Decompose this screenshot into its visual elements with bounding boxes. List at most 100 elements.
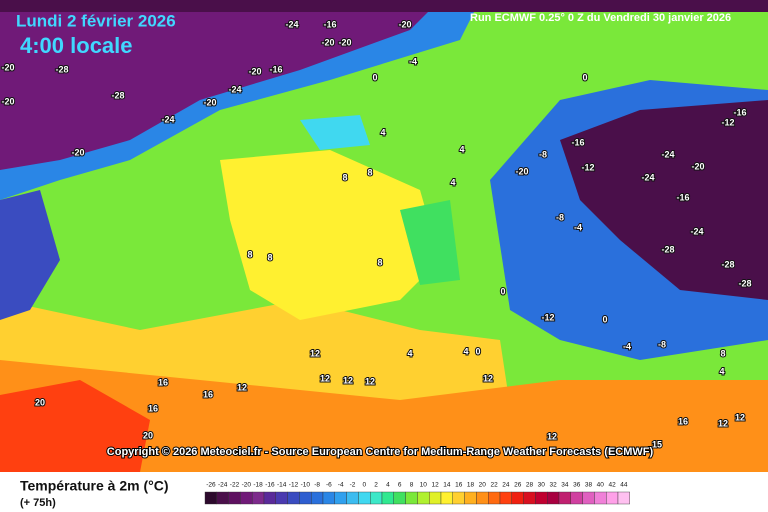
temperature-label: 12: [483, 373, 493, 383]
scale-label: -16: [265, 482, 275, 489]
scale-swatch: [204, 491, 218, 505]
scale-label: 4: [386, 482, 390, 489]
scale-label: -26: [206, 482, 216, 489]
temperature-label: 20: [143, 430, 153, 440]
temperature-label: 12: [320, 373, 330, 383]
scale-label: -22: [230, 482, 240, 489]
scale-label: 14: [443, 482, 451, 489]
legend-lead: (+ 75h): [20, 497, 56, 509]
scale-swatch: [240, 491, 253, 505]
temperature-label: -28: [55, 64, 68, 74]
scale-swatch: [275, 491, 288, 505]
scale-label: -24: [218, 482, 228, 489]
temperature-label: 8: [377, 257, 382, 267]
scale-label: 44: [620, 482, 628, 489]
scale-swatch: [582, 491, 595, 505]
date-title: Lundi 2 février 2026: [16, 11, 176, 30]
scale-swatch: [606, 491, 619, 505]
run-info: Run ECMWF 0.25° 0 Z du Vendredi 30 janvi…: [470, 12, 731, 24]
temperature-label: 0: [500, 286, 505, 296]
scale-label: 36: [573, 482, 581, 489]
scale-label: -2: [350, 482, 356, 489]
top-strip: [0, 0, 768, 12]
scale-swatch: [405, 491, 418, 505]
scale-label: 0: [362, 482, 366, 489]
scale-swatch: [523, 491, 536, 505]
time-title: 4:00 locale: [20, 33, 133, 58]
scale-swatch: [417, 491, 430, 505]
scale-label: 30: [538, 482, 546, 489]
temperature-label: -20: [71, 147, 84, 157]
temperature-label: -20: [1, 96, 14, 106]
temperature-label: -24: [690, 226, 703, 236]
temperature-label: 12: [547, 431, 557, 441]
temperature-label: -24: [161, 114, 174, 124]
temperature-label: 12: [343, 375, 353, 385]
temperature-label: 0: [372, 72, 377, 82]
temperature-label: -16: [269, 64, 282, 74]
temperature-label: -20: [248, 66, 261, 76]
temperature-label: 12: [365, 376, 375, 386]
scale-swatch: [488, 491, 501, 505]
temperature-label: -24: [228, 84, 241, 94]
scale-label: 24: [502, 482, 510, 489]
temperature-label: -16: [571, 137, 584, 147]
temperature-label: -28: [661, 244, 674, 254]
scale-swatch: [535, 491, 548, 505]
temperature-label: 4: [719, 366, 724, 376]
temperature-label: -20: [691, 161, 704, 171]
temperature-label: -20: [398, 19, 411, 29]
scale-swatch: [311, 491, 324, 505]
iceland: [300, 115, 370, 150]
scale-label: 18: [467, 482, 475, 489]
temperature-label: -8: [539, 149, 547, 159]
temperature-label: 15: [652, 439, 662, 449]
scale-label: 22: [490, 482, 498, 489]
copyright: Copyright © 2026 Meteociel.fr - Source E…: [107, 446, 654, 458]
temperature-label: 12: [735, 412, 745, 422]
temperature-label: 12: [718, 418, 728, 428]
scale-swatch: [251, 491, 265, 505]
scale-swatch: [464, 491, 477, 505]
temperature-label: 20: [35, 397, 45, 407]
color-scale: -26 -24 -22 -20 -18 -16 -14 -12 -10 -8 -6 -4 -2 0 2 4 6 8…: [204, 482, 631, 505]
scale-label: 16: [455, 482, 463, 489]
scale-swatch: [381, 491, 395, 505]
scale-label: 38: [585, 482, 593, 489]
scale-label: 28: [526, 482, 534, 489]
scale-label: -18: [253, 482, 263, 489]
temperature-label: 8: [267, 252, 272, 262]
legend-title: Température à 2m (°C): [20, 478, 169, 494]
temperature-label: -12: [581, 162, 594, 172]
scale-label: 34: [561, 482, 569, 489]
scale-swatch: [299, 491, 312, 505]
temperature-label: 8: [720, 348, 725, 358]
temperature-label: 0: [602, 314, 607, 324]
scale-label: 26: [514, 482, 522, 489]
scale-swatch: [216, 491, 229, 505]
temperature-label: -8: [556, 212, 564, 222]
temperature-label: -4: [409, 56, 417, 66]
scale-label: -12: [289, 482, 299, 489]
scale-swatch: [617, 491, 631, 505]
temperature-label: 8: [342, 172, 347, 182]
temperature-label: -20: [515, 166, 528, 176]
temperature-label: 12: [310, 348, 320, 358]
scale-swatch: [358, 491, 371, 505]
scale-label: -10: [301, 482, 311, 489]
temperature-label: -4: [623, 341, 631, 351]
temperature-label: -28: [721, 259, 734, 269]
hot-zone: [0, 380, 150, 472]
temperature-label: -20: [321, 37, 334, 47]
scale-label: -8: [314, 482, 320, 489]
temperature-label: 4: [459, 144, 464, 154]
temperature-label: -24: [661, 149, 674, 159]
scale-label: 10: [420, 482, 428, 489]
scale-swatch: [228, 491, 241, 505]
temperature-label: -16: [676, 192, 689, 202]
temperature-label: 8: [247, 249, 252, 259]
temperature-label: 16: [203, 389, 213, 399]
temperature-label: 0: [475, 346, 480, 356]
scale-swatch: [558, 491, 572, 505]
